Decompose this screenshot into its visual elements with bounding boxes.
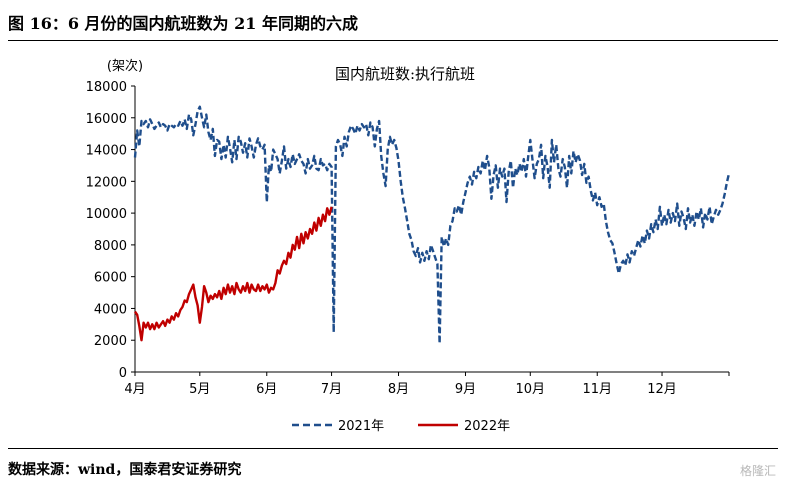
series-layer bbox=[133, 105, 731, 345]
y-tick-label: 2000 bbox=[94, 334, 127, 349]
y-axis-ticks: 0 2000 4000 6000 8000 10000 12000 14000 16000 180… bbox=[86, 80, 135, 381]
legend-label-2021: 2021年 bbox=[338, 419, 384, 434]
x-tick-label: 8月 bbox=[388, 382, 409, 397]
legend-label-2022: 2022年 bbox=[464, 419, 510, 434]
x-tick-label: 11月 bbox=[582, 382, 612, 397]
y-tick-label: 10000 bbox=[86, 207, 127, 222]
x-axis-ticks: 4月 5月 6月 7月 8月 9月 10月 11月 12月 bbox=[124, 372, 730, 397]
data-source: 数据来源：wind，国泰君安证券研究 bbox=[8, 462, 242, 478]
y-tick-label: 14000 bbox=[86, 144, 127, 159]
x-tick-label: 5月 bbox=[189, 382, 210, 397]
figure-title: 图 16：6 月份的国内航班数为 21 年同期的六成 bbox=[8, 14, 358, 33]
y-tick-label: 16000 bbox=[86, 112, 127, 127]
y-tick-label: 0 bbox=[119, 366, 127, 381]
x-tick-label: 9月 bbox=[455, 382, 476, 397]
line-chart: 国内航班数:执行航班 (架次) 0 2000 4000 6000 8000 10000 12… bbox=[86, 58, 731, 434]
y-tick-label: 12000 bbox=[86, 175, 127, 190]
chart-title: 国内航班数:执行航班 bbox=[335, 65, 475, 83]
x-tick-label: 12月 bbox=[647, 382, 677, 397]
bottom-rule bbox=[8, 448, 778, 449]
x-tick-label: 6月 bbox=[256, 382, 277, 397]
y-tick-label: 8000 bbox=[94, 239, 127, 254]
x-tick-label: 10月 bbox=[516, 382, 546, 397]
watermark-logo: 格隆汇 bbox=[739, 464, 776, 478]
y-axis-label: (架次) bbox=[107, 58, 143, 74]
top-rule bbox=[8, 40, 778, 41]
legend: 2021年 2022年 bbox=[292, 419, 510, 434]
x-tick-label: 4月 bbox=[124, 382, 145, 397]
x-tick-label: 7月 bbox=[321, 382, 342, 397]
y-tick-label: 18000 bbox=[86, 80, 127, 95]
series-line-2021 bbox=[133, 105, 731, 345]
y-tick-label: 4000 bbox=[94, 302, 127, 317]
series-line-2022 bbox=[134, 206, 333, 342]
y-tick-label: 6000 bbox=[94, 271, 127, 286]
